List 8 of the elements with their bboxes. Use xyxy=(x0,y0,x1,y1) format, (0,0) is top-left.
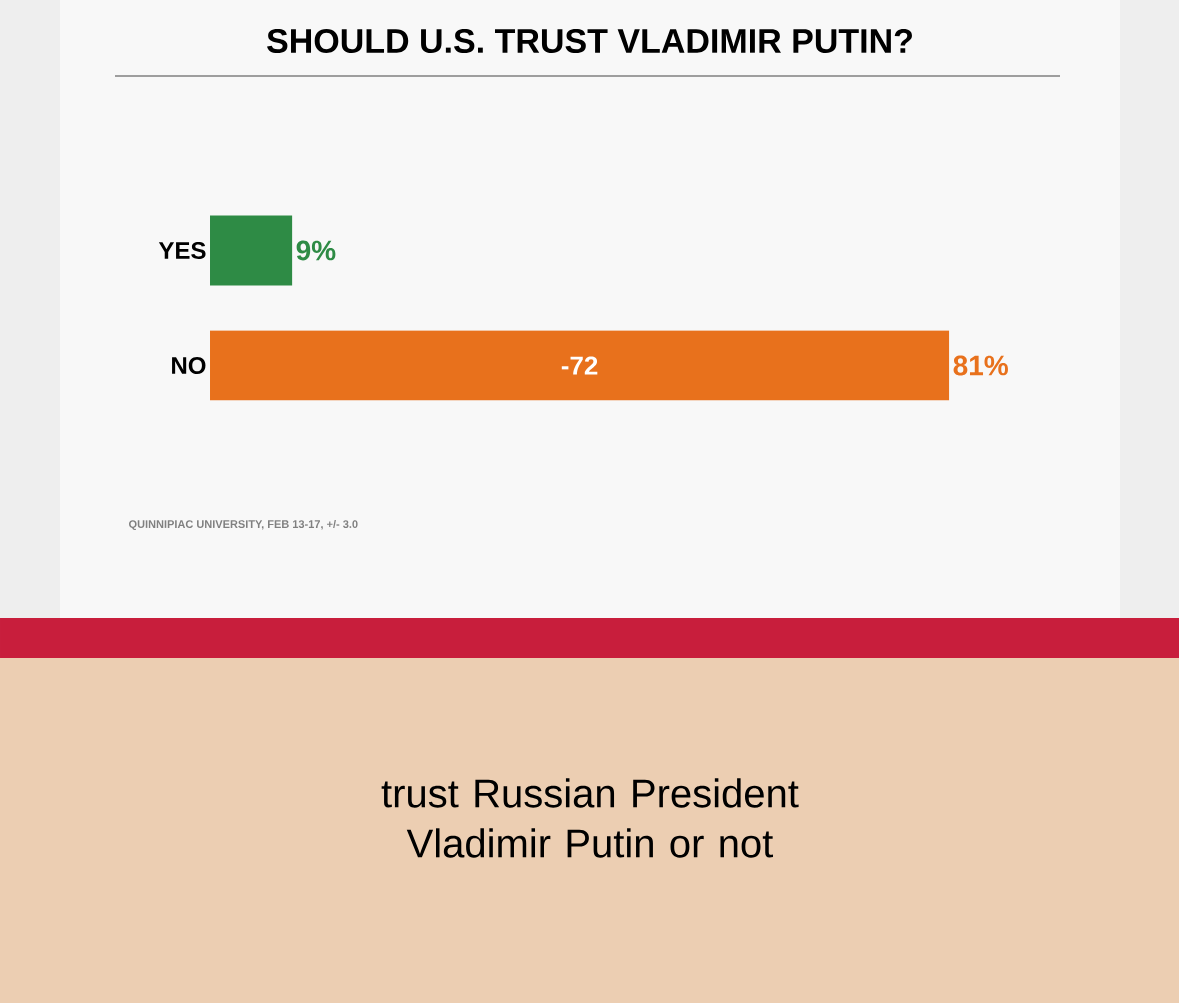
chart-title: SHOULD U.S. TRUST VLADIMIR PUTIN? xyxy=(267,28,912,54)
data-label: 81% xyxy=(953,355,1008,376)
text: QUINNIPIAC UNIVERSITY, FEB 13-17, +/- 3.0 xyxy=(128,519,358,531)
y-tick-label: NO xyxy=(172,357,206,374)
annotation: -72 xyxy=(561,356,598,375)
data-label: 9% xyxy=(296,240,336,261)
y-tick-label: YES xyxy=(158,242,206,259)
text: trust Russian President Vladimir Putin or not xyxy=(381,778,799,858)
